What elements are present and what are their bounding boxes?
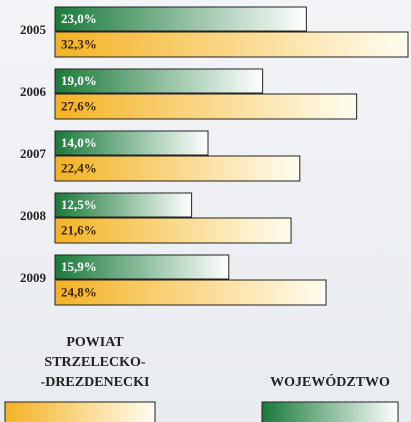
value-label: 32,3%: [61, 36, 97, 51]
value-label: 24,8%: [61, 284, 97, 299]
value-label: 23,0%: [61, 11, 97, 26]
category-label: 2008: [20, 208, 47, 223]
bar: [54, 217, 292, 244]
value-label: 15,9%: [61, 259, 97, 274]
value-label: 12,5%: [61, 197, 97, 212]
value-label: 22,4%: [61, 160, 97, 175]
value-label: 21,6%: [61, 222, 97, 237]
bar: [54, 279, 327, 306]
bar: [54, 93, 358, 120]
value-label: 27,6%: [61, 98, 97, 113]
legend-swatch: [261, 401, 399, 422]
value-label: 19,0%: [61, 73, 97, 88]
bar: [54, 192, 193, 218]
bar: [54, 130, 209, 156]
category-label: 2005: [20, 22, 47, 37]
legend-swatch: [4, 401, 156, 422]
bar: [54, 254, 230, 280]
bar: [54, 31, 409, 58]
value-label: 14,0%: [61, 135, 97, 150]
legend-label: POWIAT STRZELECKO- -DREZDENECKI: [40, 335, 150, 390]
bar: [54, 6, 307, 32]
category-label: 2007: [20, 146, 47, 161]
category-label: 2006: [20, 84, 47, 99]
legend-label: WOJEWÓDZTWO: [270, 375, 390, 390]
bar: [54, 155, 301, 182]
bar: [54, 68, 264, 94]
category-label: 2009: [20, 270, 47, 285]
